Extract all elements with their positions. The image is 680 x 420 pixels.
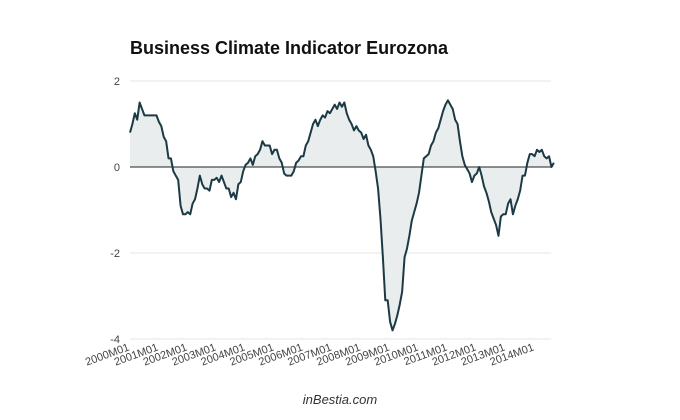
y-tick-label: -4 [110, 334, 120, 346]
y-tick-label: 0 [114, 162, 120, 174]
y-axis-ticks: 2 0 -2 -4 [110, 76, 120, 346]
series-line [129, 99, 555, 332]
y-tick-label: 2 [114, 76, 120, 88]
chart-title: Business Climate Indicator Eurozona [130, 38, 449, 58]
gridlines [130, 80, 551, 340]
y-tick-label: -2 [110, 248, 120, 260]
source-watermark: inBestia.com [302, 392, 378, 407]
x-axis-ticks: 2000M012001M012002M012003M012004M012005M… [84, 342, 536, 369]
area-fill [130, 100, 554, 331]
